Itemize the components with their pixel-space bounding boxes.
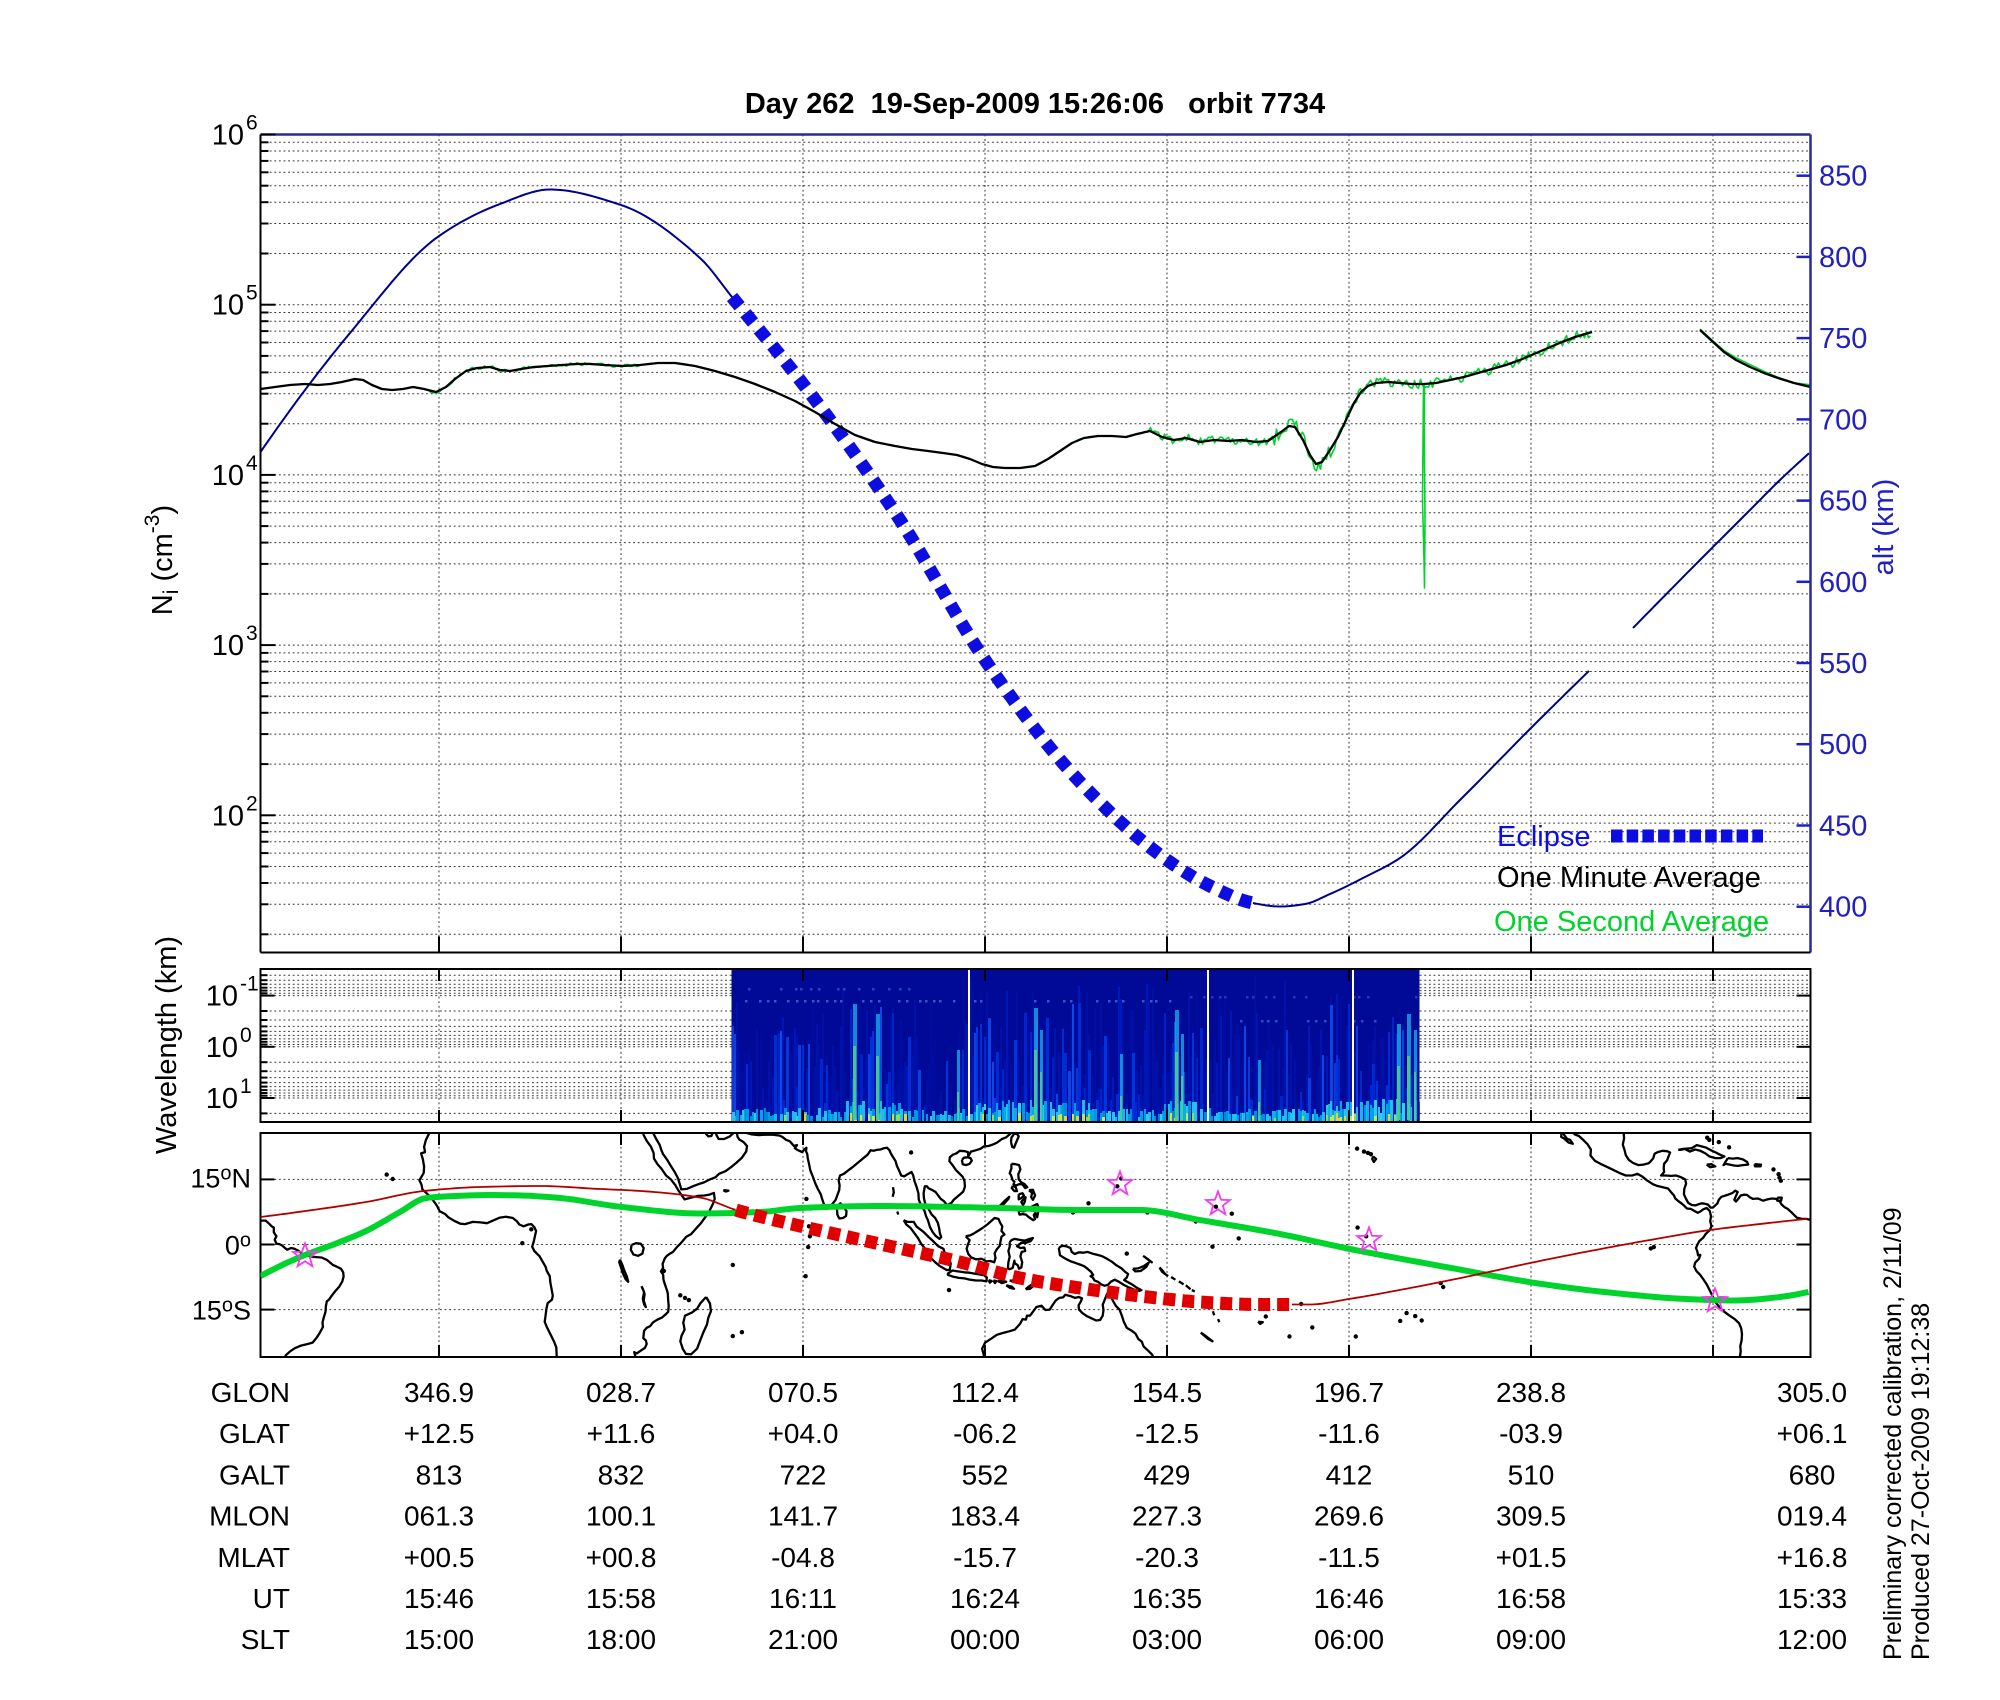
- svg-text:450: 450: [1819, 811, 1867, 843]
- svg-text:00:00: 00:00: [950, 1624, 1020, 1655]
- svg-text:15:46: 15:46: [404, 1583, 474, 1614]
- svg-text:06:00: 06:00: [1314, 1624, 1384, 1655]
- svg-text:10: 10: [206, 1032, 238, 1064]
- svg-text:0: 0: [240, 1024, 252, 1047]
- svg-text:2: 2: [246, 792, 258, 815]
- svg-text:196.7: 196.7: [1314, 1377, 1384, 1408]
- svg-text:429: 429: [1144, 1459, 1191, 1490]
- svg-text:100.1: 100.1: [586, 1501, 656, 1532]
- svg-text:019.4: 019.4: [1777, 1501, 1847, 1532]
- svg-text:183.4: 183.4: [950, 1501, 1020, 1532]
- svg-text:700: 700: [1819, 404, 1867, 436]
- svg-text:+12.5: +12.5: [404, 1418, 475, 1449]
- svg-text:10: 10: [212, 290, 244, 322]
- svg-text:061.3: 061.3: [404, 1501, 474, 1532]
- svg-text:SLT: SLT: [241, 1624, 290, 1655]
- svg-text:309.5: 309.5: [1496, 1501, 1566, 1532]
- svg-text:+01.5: +01.5: [1496, 1542, 1567, 1573]
- svg-text:15oN: 15oN: [190, 1163, 251, 1194]
- svg-text:10: 10: [212, 800, 244, 832]
- svg-text:070.5: 070.5: [768, 1377, 838, 1408]
- svg-text:10: 10: [206, 1083, 238, 1115]
- svg-text:10: 10: [212, 630, 244, 662]
- svg-text:6: 6: [246, 112, 258, 135]
- svg-text:UT: UT: [253, 1583, 290, 1614]
- svg-text:15oS: 15oS: [192, 1295, 251, 1326]
- svg-text:15:00: 15:00: [404, 1624, 474, 1655]
- svg-text:10: 10: [212, 460, 244, 492]
- svg-text:16:35: 16:35: [1132, 1583, 1202, 1614]
- svg-text:600: 600: [1819, 567, 1867, 599]
- svg-text:028.7: 028.7: [586, 1377, 656, 1408]
- svg-text:-11.6: -11.6: [1318, 1418, 1380, 1449]
- svg-text:-15.7: -15.7: [953, 1542, 1017, 1573]
- svg-text:Produced 27-Oct-2009 19:12:38: Produced 27-Oct-2009 19:12:38: [1907, 1303, 1935, 1660]
- svg-text:-11.5: -11.5: [1318, 1542, 1380, 1573]
- svg-text:650: 650: [1819, 486, 1867, 518]
- svg-text:510: 510: [1508, 1459, 1555, 1490]
- svg-text:750: 750: [1819, 323, 1867, 355]
- svg-text:One Minute Average: One Minute Average: [1497, 862, 1761, 894]
- svg-text:GLON: GLON: [211, 1377, 290, 1408]
- svg-text:5: 5: [246, 282, 258, 305]
- svg-text:12:00: 12:00: [1777, 1624, 1847, 1655]
- svg-text:+06.1: +06.1: [1777, 1418, 1848, 1449]
- svg-text:16:58: 16:58: [1496, 1583, 1566, 1614]
- svg-text:+16.8: +16.8: [1777, 1542, 1848, 1573]
- svg-text:412: 412: [1326, 1459, 1373, 1490]
- svg-text:Wavelength (km): Wavelength (km): [151, 936, 183, 1154]
- svg-text:-06.2: -06.2: [953, 1418, 1017, 1449]
- svg-text:1: 1: [240, 1075, 252, 1098]
- svg-text:Preliminary corrected calibrat: Preliminary corrected calibration, 2/11/…: [1879, 1207, 1907, 1660]
- svg-text:alt (km): alt (km): [1868, 479, 1900, 576]
- svg-text:+11.6: +11.6: [587, 1418, 656, 1449]
- svg-text:238.8: 238.8: [1496, 1377, 1566, 1408]
- svg-text:813: 813: [416, 1459, 463, 1490]
- svg-text:18:00: 18:00: [586, 1624, 656, 1655]
- svg-text:800: 800: [1819, 242, 1867, 274]
- svg-text:-03.9: -03.9: [1499, 1418, 1563, 1449]
- svg-text:-1: -1: [240, 973, 259, 996]
- svg-text:15:33: 15:33: [1777, 1583, 1847, 1614]
- svg-text:16:24: 16:24: [950, 1583, 1020, 1614]
- svg-text:-20.3: -20.3: [1135, 1542, 1199, 1573]
- svg-text:03:00: 03:00: [1132, 1624, 1202, 1655]
- svg-text:MLAT: MLAT: [217, 1542, 290, 1573]
- svg-text:+04.0: +04.0: [768, 1418, 839, 1449]
- svg-text:154.5: 154.5: [1132, 1377, 1202, 1408]
- svg-text:832: 832: [598, 1459, 645, 1490]
- svg-text:MLON: MLON: [209, 1501, 290, 1532]
- svg-text:16:11: 16:11: [769, 1583, 837, 1614]
- svg-text:346.9: 346.9: [404, 1377, 474, 1408]
- svg-text:21:00: 21:00: [768, 1624, 838, 1655]
- svg-text:3: 3: [246, 622, 258, 645]
- svg-text:400: 400: [1819, 892, 1867, 924]
- svg-text:680: 680: [1789, 1459, 1836, 1490]
- svg-text:-12.5: -12.5: [1135, 1418, 1199, 1449]
- svg-text:One Second Average: One Second Average: [1494, 906, 1769, 938]
- svg-text:550: 550: [1819, 648, 1867, 680]
- svg-text:-04.8: -04.8: [771, 1542, 835, 1573]
- svg-text:+00.8: +00.8: [586, 1542, 657, 1573]
- svg-text:+00.5: +00.5: [404, 1542, 475, 1573]
- svg-text:09:00: 09:00: [1496, 1624, 1566, 1655]
- svg-text:10: 10: [206, 981, 238, 1013]
- svg-text:4: 4: [246, 452, 258, 475]
- svg-text:552: 552: [962, 1459, 1009, 1490]
- svg-text:112.4: 112.4: [951, 1377, 1019, 1408]
- svg-text:305.0: 305.0: [1777, 1377, 1847, 1408]
- svg-text:850: 850: [1819, 161, 1867, 193]
- svg-text:227.3: 227.3: [1132, 1501, 1202, 1532]
- svg-text:Day 262 19-Sep-2009 15:26:06: Day 262 19-Sep-2009 15:26:06 orbit 7734: [745, 88, 1325, 120]
- svg-text:15:58: 15:58: [586, 1583, 656, 1614]
- svg-text:GALT: GALT: [219, 1459, 290, 1490]
- svg-text:500: 500: [1819, 729, 1867, 761]
- svg-text:141.7: 141.7: [768, 1501, 838, 1532]
- svg-text:10: 10: [212, 120, 244, 152]
- svg-text:269.6: 269.6: [1314, 1501, 1384, 1532]
- svg-text:Eclipse: Eclipse: [1497, 821, 1591, 853]
- svg-text:GLAT: GLAT: [219, 1418, 290, 1449]
- svg-text:722: 722: [780, 1459, 827, 1490]
- svg-text:16:46: 16:46: [1314, 1583, 1384, 1614]
